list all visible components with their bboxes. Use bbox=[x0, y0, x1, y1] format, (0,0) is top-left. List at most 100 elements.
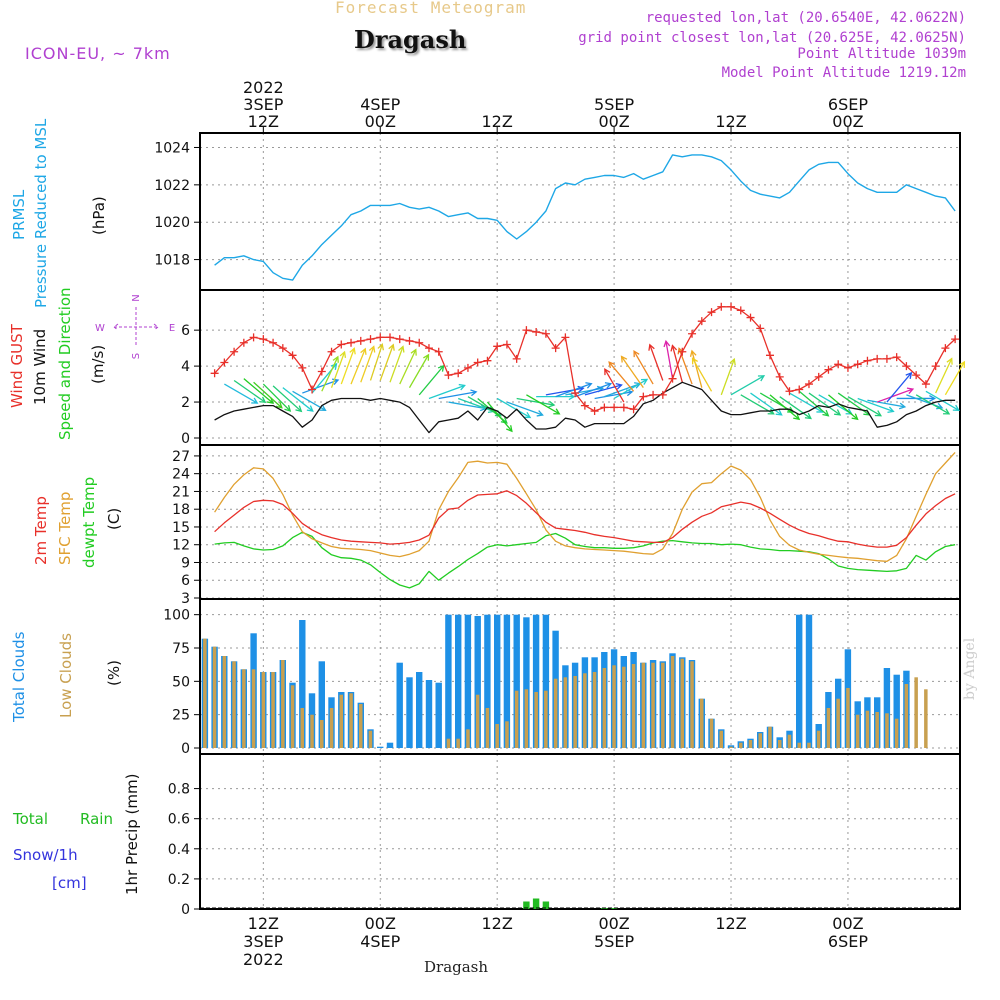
wind-arrow-head bbox=[388, 343, 395, 351]
wind-arrow bbox=[886, 372, 912, 403]
wind-arrow-head bbox=[577, 385, 585, 393]
low-cloud-bar bbox=[631, 664, 636, 748]
wind-gust-marker bbox=[473, 358, 482, 367]
rain-bar bbox=[542, 901, 550, 909]
wind-gust-marker bbox=[493, 342, 502, 351]
wind-arrow bbox=[837, 392, 870, 416]
pressure-series bbox=[214, 154, 956, 281]
precip-bars bbox=[200, 898, 960, 909]
wind-arrow bbox=[935, 358, 953, 394]
wind-labels: Wind GUST 10m Wind Speed and Direction (m/s… bbox=[8, 287, 175, 440]
sfc-ylabel: SFC Temp bbox=[56, 492, 74, 565]
bottom-time-label: 12Z bbox=[248, 914, 279, 933]
wind-arrow-head bbox=[266, 397, 274, 404]
wind-arrow-head bbox=[339, 350, 347, 358]
wind-arrow bbox=[428, 384, 465, 400]
low-cloud-bar bbox=[544, 690, 548, 748]
pressure-ytick-label: 1020 bbox=[154, 215, 190, 231]
total-cloud-bar bbox=[484, 614, 491, 748]
low-cloud-bar bbox=[778, 740, 782, 748]
wind-ytick-label: 6 bbox=[181, 323, 190, 339]
low-cloud-bar bbox=[349, 693, 353, 748]
wind-arrow-head bbox=[787, 406, 795, 413]
low-cloud-bar bbox=[320, 720, 324, 748]
wind-gust-marker bbox=[522, 326, 531, 335]
low-cloud-bar bbox=[573, 676, 577, 748]
wind-gust-marker bbox=[688, 329, 697, 338]
wind-arrow-head bbox=[423, 353, 430, 361]
low-cloud-bar bbox=[622, 666, 626, 748]
clouds-ytick-label: 50 bbox=[172, 674, 190, 690]
wind-gust-marker bbox=[775, 372, 784, 381]
wind-arrow bbox=[604, 368, 625, 403]
total-cloud-bar bbox=[416, 672, 423, 748]
top-time-label: 2022 bbox=[243, 78, 284, 97]
wind-arrow bbox=[486, 401, 513, 432]
temperature-series bbox=[214, 451, 956, 589]
wind-arrow bbox=[340, 348, 355, 385]
wind-gust-marker bbox=[278, 344, 287, 353]
wind-arrow bbox=[720, 358, 735, 396]
wind-arrow-head bbox=[952, 404, 960, 411]
wind-arrow-head bbox=[524, 411, 532, 419]
wind-10m-line bbox=[214, 381, 956, 434]
wind-arrow-head bbox=[729, 357, 736, 366]
wind-arrow-head bbox=[349, 347, 356, 355]
precip-ytick-label: 0.8 bbox=[168, 782, 190, 798]
wind-gust-marker bbox=[804, 380, 813, 389]
wind-ytick-label: 2 bbox=[181, 395, 190, 411]
wind-arrow-head bbox=[604, 367, 611, 376]
precip-ytick-label: 0.4 bbox=[168, 842, 190, 858]
wind-gust-marker bbox=[532, 327, 541, 336]
wind-arrow bbox=[691, 358, 713, 392]
wind-arrow-head bbox=[757, 375, 766, 382]
pressure-unit: (hPa) bbox=[90, 196, 108, 235]
wind-arrow-head bbox=[834, 409, 842, 416]
temperature-ytick-label: 24 bbox=[172, 467, 190, 483]
total-cloud-bar bbox=[542, 614, 550, 748]
low-cloud-bar bbox=[446, 738, 451, 748]
wind-gust-markers bbox=[210, 302, 960, 416]
wind-arrow bbox=[649, 344, 664, 381]
wind-gust-marker bbox=[931, 362, 940, 371]
wind-gust-marker bbox=[863, 356, 872, 365]
wind-arrow-head bbox=[377, 343, 385, 351]
wind-gust-marker bbox=[649, 390, 658, 399]
total-cloud-bar bbox=[805, 614, 813, 748]
wind-arrow-head bbox=[251, 397, 259, 404]
low-cloud-bar bbox=[271, 672, 275, 748]
total-cloud-bar bbox=[299, 620, 306, 748]
wind-gust-marker bbox=[873, 354, 882, 363]
wind-arrow-head bbox=[360, 347, 367, 355]
wind-gust-marker bbox=[912, 371, 921, 380]
total-cloud-bar bbox=[523, 617, 530, 748]
total-cloud-bar bbox=[318, 661, 325, 748]
low-cloud-bar bbox=[729, 746, 733, 748]
wind-ytick-label: 0 bbox=[181, 431, 190, 447]
wind-arrow-head bbox=[319, 404, 327, 411]
wind-arrow bbox=[321, 356, 339, 392]
low-cloud-bar bbox=[583, 673, 587, 748]
wind-arrow-head bbox=[822, 409, 830, 417]
panel-frames: 1018102010221024024636912151821242702550… bbox=[154, 132, 961, 918]
wind-arrow bbox=[448, 401, 486, 410]
total-cloud-bar bbox=[727, 745, 735, 748]
wind-arrow-head bbox=[330, 362, 338, 370]
wind-gust-marker bbox=[395, 335, 404, 344]
low-cloud-bar bbox=[203, 638, 207, 748]
top-time-label: 5SEP bbox=[594, 95, 634, 114]
bottom-time-label: 6SEP bbox=[828, 932, 868, 951]
wind-arrow-head bbox=[500, 417, 508, 424]
wind-arrow-head bbox=[906, 387, 915, 394]
wind-arrow bbox=[506, 401, 543, 416]
low-cloud-bar bbox=[914, 677, 918, 748]
rain-bar bbox=[532, 898, 540, 909]
dewpt-ylabel: dewpt Temp bbox=[80, 477, 98, 568]
temperature-unit: (C) bbox=[105, 508, 123, 530]
wind-gust-marker bbox=[512, 354, 521, 363]
bottom-time-label: 4SEP bbox=[360, 932, 400, 951]
wind-gust-marker bbox=[356, 336, 365, 345]
wind-arrow bbox=[243, 378, 274, 404]
wind-gust-marker bbox=[463, 363, 472, 372]
